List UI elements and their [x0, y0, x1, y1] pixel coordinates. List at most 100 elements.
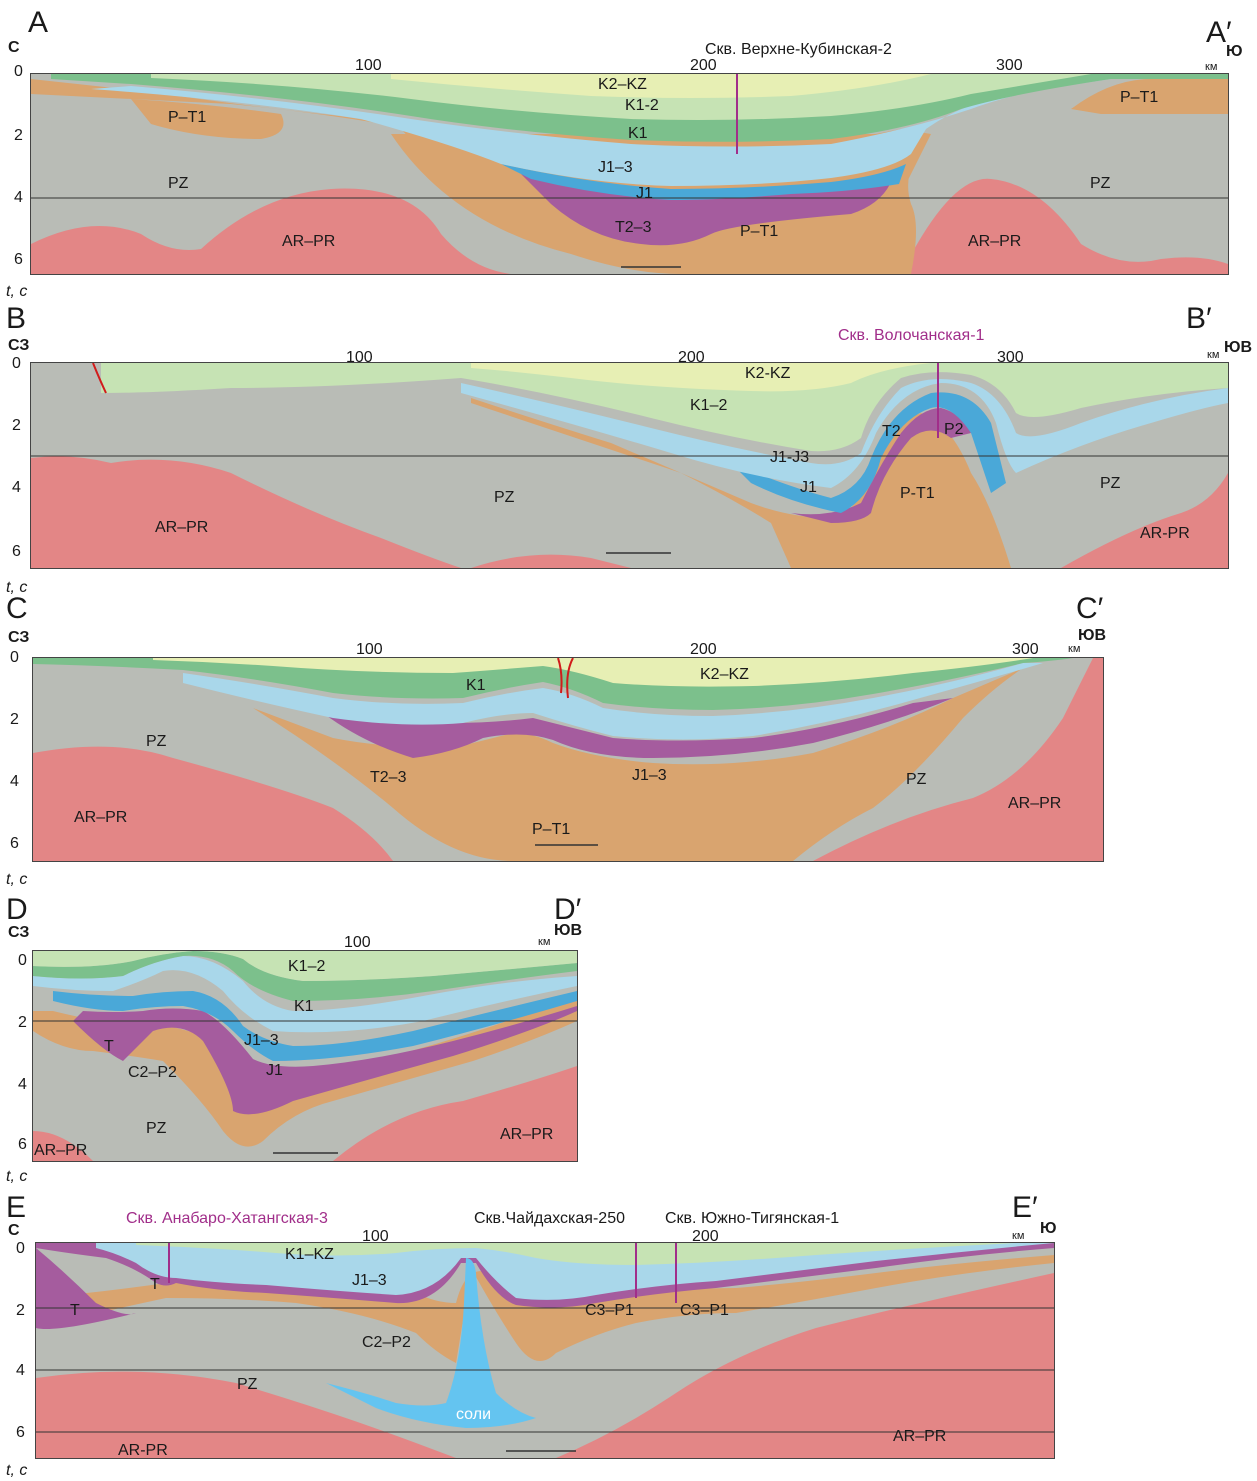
profile-end-label: B′ — [1186, 302, 1212, 335]
unit-label: K2–KZ — [598, 76, 647, 93]
layer-p-t1 — [471, 398, 1011, 568]
unit-label: C2–P2 — [362, 1334, 411, 1351]
direction-right: Ю — [1040, 1220, 1057, 1237]
t-tick-2: 2 — [14, 127, 23, 144]
x-tick-100: 100 — [355, 57, 382, 74]
direction-right: ЮВ — [554, 922, 583, 939]
unit-label: J1–3 — [352, 1272, 387, 1289]
x-tick-200: 200 — [690, 641, 717, 658]
unit-label: P–T1 — [532, 821, 571, 838]
layer-k2-kz — [153, 658, 1033, 687]
direction-right: ЮВ — [1224, 339, 1253, 356]
profile-start-label: D — [6, 893, 28, 926]
section-panel-a: A A′ С Ю 100 200 300 км 0 2 4 6 Скв. Вер… — [0, 0, 1257, 300]
section-panel-b: B B′ СЗ ЮВ 100 200 300 км 0 2 4 6 Скв. В… — [0, 300, 1257, 596]
layer-k2-kz — [391, 74, 931, 98]
unit-label: PZ — [146, 733, 167, 750]
layer-t — [73, 1006, 577, 1115]
layer-ar-pr — [31, 178, 1228, 274]
layer-j1-3 — [96, 1243, 1054, 1300]
x-tick-100: 100 — [344, 934, 371, 951]
t-tick-2: 2 — [10, 711, 19, 728]
unit-label: AR–PR — [155, 519, 209, 536]
unit-label: T2–3 — [615, 219, 652, 236]
time-axis-label: t, c — [6, 1168, 28, 1185]
layer-p-t1 — [36, 1255, 1054, 1363]
t-tick-4: 4 — [16, 1362, 25, 1379]
unit-label: P–T1 — [740, 223, 779, 240]
layer-j1-3 — [91, 79, 1111, 186]
direction-right: ЮВ — [1078, 627, 1107, 644]
profile-start-label: E — [6, 1191, 27, 1224]
fault-line — [557, 658, 563, 694]
unit-label: K1-2 — [625, 97, 659, 114]
unit-label: K2–KZ — [700, 666, 749, 683]
unit-label: K1 — [628, 125, 648, 142]
x-tick-300: 300 — [996, 57, 1023, 74]
unit-label: K1 — [294, 998, 314, 1015]
fault-line — [566, 658, 574, 699]
unit-label: K1–2 — [288, 958, 326, 975]
profile-end-label: C′ — [1076, 592, 1104, 625]
x-tick-300: 300 — [1012, 641, 1039, 658]
seismic-section — [32, 950, 578, 1162]
layer-j1-3 — [33, 956, 577, 1033]
unit-label: K1–2 — [690, 397, 728, 414]
well-name: Скв. Южно-Тигянская-1 — [665, 1210, 840, 1227]
section-panel-c: C C′ СЗ ЮВ 100 200 300 км 0 2 4 6 K1 K2–… — [0, 590, 1257, 895]
unit-label: PZ — [237, 1376, 258, 1393]
t-tick-2: 2 — [18, 1014, 27, 1031]
t-tick-4: 4 — [10, 773, 19, 790]
x-tick-300: 300 — [997, 349, 1024, 366]
x-tick-200: 200 — [692, 1228, 719, 1245]
unit-label: C2–P2 — [128, 1064, 177, 1081]
seismic-section — [32, 657, 1104, 862]
unit-label: PZ — [906, 771, 927, 788]
km-unit: км — [1205, 61, 1218, 73]
time-axis-label: t, c — [6, 1462, 28, 1479]
profile-end-label: D′ — [554, 893, 582, 926]
unit-label: AR-PR — [1140, 525, 1190, 542]
layer-j1 — [53, 991, 577, 1061]
well-name: Скв. Верхне-Кубинская-2 — [705, 41, 892, 58]
unit-label: K1 — [466, 677, 486, 694]
unit-label: J1-J3 — [770, 449, 810, 466]
profile-start-label: A — [28, 6, 49, 39]
well-name: Скв.Чайдахская-250 — [474, 1210, 625, 1227]
unit-label: P2 — [944, 421, 964, 438]
layer-salt — [326, 1258, 536, 1428]
well-name: Скв. Волочанская-1 — [838, 327, 985, 344]
layer-t — [323, 698, 953, 758]
layer-t — [791, 408, 971, 523]
fault-line — [92, 363, 107, 394]
section-panel-d: D D′ СЗ ЮВ 100 км 0 2 4 6 K1–2 K1 J1–3 T… — [0, 895, 600, 1185]
well-name: Скв. Анабаро-Хатангская-3 — [126, 1210, 328, 1227]
t-tick-0: 0 — [14, 63, 23, 80]
t-tick-6: 6 — [14, 251, 23, 268]
x-tick-200: 200 — [678, 349, 705, 366]
layer-ar-pr — [36, 1273, 1054, 1458]
unit-label: соли — [456, 1406, 491, 1423]
unit-label: AR–PR — [968, 233, 1022, 250]
t-tick-0: 0 — [18, 952, 27, 969]
layer-k1 — [33, 951, 577, 1001]
unit-label: K2-KZ — [745, 365, 791, 382]
direction-left: СЗ — [8, 924, 30, 941]
unit-label: AR–PR — [34, 1142, 88, 1159]
unit-label: AR–PR — [1008, 795, 1062, 812]
seismic-section — [30, 73, 1229, 275]
t-tick-6: 6 — [18, 1136, 27, 1153]
t-tick-4: 4 — [18, 1076, 27, 1093]
unit-label: J1 — [266, 1062, 283, 1079]
x-tick-100: 100 — [362, 1228, 389, 1245]
profile-start-label: B — [6, 302, 27, 335]
profile-end-label: E′ — [1012, 1191, 1038, 1224]
unit-label: T2 — [882, 423, 901, 440]
layer-k1-2 — [101, 363, 1228, 452]
km-unit: км — [1012, 1230, 1025, 1242]
unit-label: AR–PR — [893, 1428, 947, 1445]
unit-label: AR-PR — [118, 1442, 168, 1459]
layer-k1-kz — [136, 1243, 1016, 1265]
direction-left: СЗ — [8, 337, 30, 354]
t-tick-6: 6 — [16, 1424, 25, 1441]
